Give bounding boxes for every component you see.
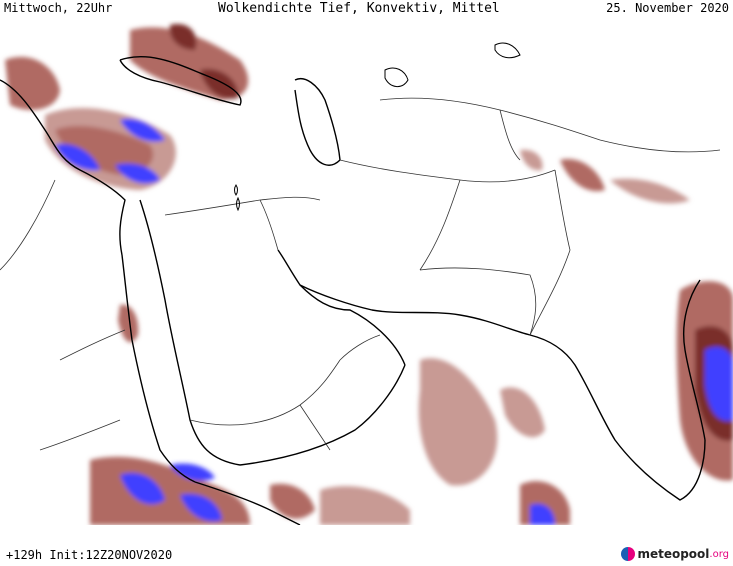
border	[39, 419, 121, 451]
weather-map	[0, 24, 733, 525]
cloud-patch	[180, 493, 222, 522]
cloud-patch	[270, 483, 315, 519]
border	[0, 179, 56, 271]
coast-iran-south	[299, 284, 531, 336]
cloud-patch	[90, 456, 250, 525]
logo-suffix: .org	[709, 548, 729, 560]
cloud-patch	[560, 159, 605, 192]
footer: +129h Init:12Z20NOV2020 meteopool .org	[0, 528, 733, 566]
border	[339, 334, 381, 361]
border	[299, 404, 331, 451]
coast-mediterranean	[0, 79, 126, 256]
coast-india-west	[529, 334, 706, 501]
cloud-patch	[55, 144, 100, 171]
cloud-patch	[500, 387, 545, 438]
meteopool-logo[interactable]: meteopool .org	[621, 544, 729, 564]
coast-arabia-south	[239, 364, 406, 466]
cloud-cover-layer	[5, 24, 733, 525]
border	[379, 97, 721, 153]
coastline-details	[234, 42, 521, 212]
coast-caspian	[294, 78, 341, 166]
cloud-patch	[530, 503, 555, 525]
cloud-patch	[170, 463, 215, 481]
cloud-patch	[430, 427, 490, 474]
border	[164, 196, 321, 216]
cloud-patch	[610, 178, 690, 204]
coast-india-east	[683, 279, 706, 441]
border	[419, 179, 461, 271]
border	[339, 159, 556, 183]
cloud-patch	[520, 149, 543, 171]
header: Mittwoch, 22Uhr Wolkendichte Tief, Konve…	[0, 0, 733, 20]
coast-somalia	[194, 481, 301, 525]
border	[419, 267, 537, 336]
map-title: Wolkendichte Tief, Konvektiv, Mittel	[218, 1, 500, 16]
border	[59, 329, 126, 361]
coast-black-sea	[119, 56, 242, 106]
cloud-patch	[120, 472, 165, 505]
valid-date: 25. November 2020	[606, 1, 729, 15]
country-borders	[0, 97, 721, 451]
coast-red-sea-east	[139, 199, 241, 466]
border	[189, 359, 341, 426]
lake-outline	[494, 42, 521, 59]
cloud-patch	[118, 304, 139, 343]
island-outline	[234, 184, 238, 196]
cloud-patch	[705, 346, 733, 421]
border	[499, 109, 521, 161]
lake-outline	[384, 67, 409, 87]
cloud-patch	[169, 24, 197, 50]
border	[259, 199, 279, 251]
coastlines	[0, 56, 706, 525]
cloud-patch	[115, 163, 160, 184]
cloud-patch	[120, 118, 165, 142]
cloud-patch	[5, 56, 60, 110]
logo-text: meteopool	[637, 547, 710, 561]
valid-day-time: Mittwoch, 22Uhr	[4, 1, 113, 15]
border	[529, 169, 571, 336]
island-outline	[236, 196, 240, 212]
cloud-patch	[55, 125, 154, 175]
coast-red-sea-west	[121, 254, 196, 483]
forecast-init-info: +129h Init:12Z20NOV2020	[6, 548, 173, 562]
cloud-patch	[320, 486, 410, 525]
meteopool-logo-icon	[621, 547, 636, 561]
coast-persian-gulf	[277, 249, 406, 366]
